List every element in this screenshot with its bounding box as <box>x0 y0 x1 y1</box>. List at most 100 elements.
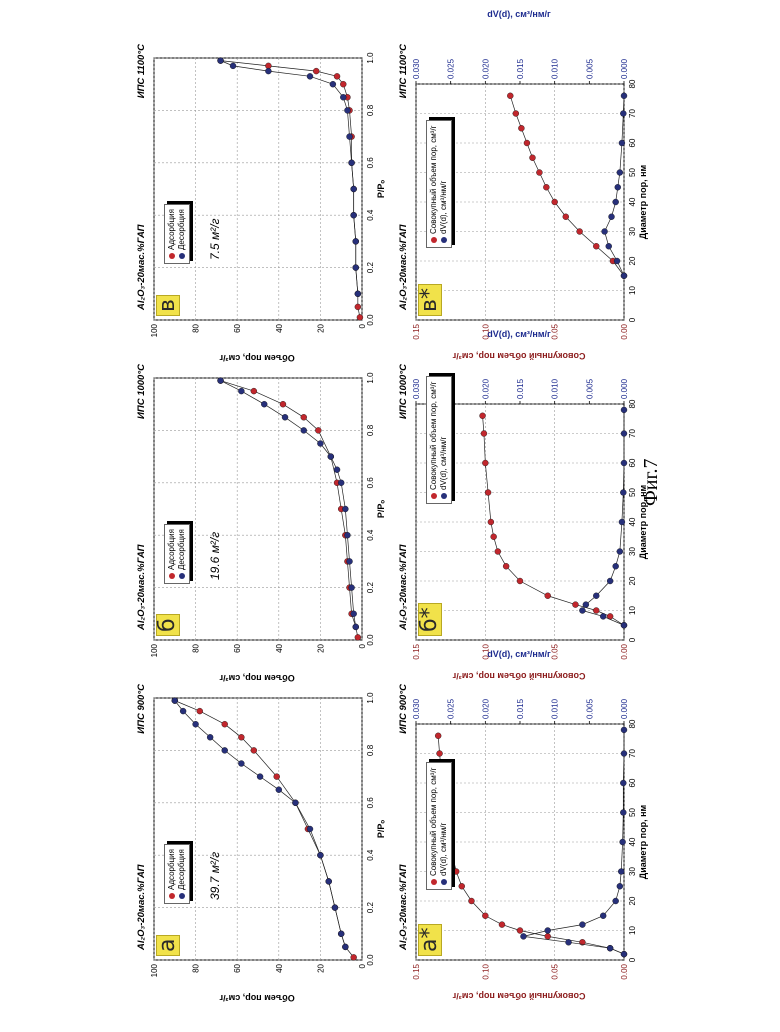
data-point <box>545 593 551 599</box>
y-tick-label: 20 <box>316 643 325 652</box>
legend-item-adsorption: Адсорбция <box>167 209 177 259</box>
y-tick-label: 0.00 <box>620 323 629 339</box>
data-point <box>251 747 257 753</box>
y2-tick-label: 0.020 <box>481 58 490 79</box>
y2-tick-label: 0.005 <box>585 378 594 399</box>
data-point <box>347 558 353 564</box>
x-tick-label: 80 <box>628 399 637 408</box>
temperature-title: ИПС 1100°C <box>136 44 147 98</box>
data-point <box>609 214 615 220</box>
data-point <box>614 258 620 264</box>
data-point <box>344 532 350 538</box>
data-point <box>342 944 348 950</box>
data-point <box>197 708 203 714</box>
y2-tick-label: 0.030 <box>412 698 421 719</box>
y2-tick-label: 0.000 <box>620 698 629 719</box>
data-point <box>613 199 619 205</box>
data-point <box>351 611 357 617</box>
temperature-title: ИПС 900°C <box>398 684 409 734</box>
y2-tick-label: 0.010 <box>551 58 560 79</box>
legend-item-adsorption: Адсорбция <box>167 529 177 579</box>
data-point <box>593 243 599 249</box>
data-point <box>326 878 332 884</box>
data-point <box>357 314 363 320</box>
legend: АдсорбцияДесорбция <box>164 524 190 584</box>
y-axis-label: Объем пор, см³/г <box>167 673 347 683</box>
data-point <box>349 585 355 591</box>
y2-tick-label: 0.025 <box>447 58 456 79</box>
x-tick-label: 0.8 <box>366 104 375 116</box>
data-point <box>193 721 199 727</box>
surface-area-label: 19.6 м²/г <box>208 532 222 580</box>
x-tick-label: 0.0 <box>366 634 375 646</box>
data-point <box>579 922 585 928</box>
data-point <box>620 839 626 845</box>
panel-letter: б <box>156 614 180 636</box>
y2-tick-label: 0.015 <box>516 698 525 719</box>
legend-item-dv: dV(d), см³/нм/г <box>439 381 449 499</box>
y2-tick-label: 0.005 <box>585 58 594 79</box>
y-tick-label: 40 <box>275 643 284 652</box>
y-axis-label-left: Совокупный объем пор, см³/г <box>419 351 619 361</box>
data-point <box>621 751 627 757</box>
legend-marker <box>179 573 185 579</box>
data-point <box>313 68 319 74</box>
data-point <box>334 73 340 79</box>
x-tick-label: 60 <box>628 138 637 147</box>
data-point <box>621 431 627 437</box>
y-tick-label: 0.10 <box>481 963 490 979</box>
data-point <box>338 480 344 486</box>
data-point <box>307 826 313 832</box>
x-tick-label: 0.2 <box>366 261 375 273</box>
plot-frame <box>154 378 362 640</box>
panel-letter: а <box>156 935 180 956</box>
y-tick-label: 0 <box>358 963 367 968</box>
y-tick-label: 80 <box>192 963 201 972</box>
x-tick-label: 0.0 <box>366 314 375 326</box>
data-point <box>347 134 353 140</box>
x-axis-label: P/Pₒ <box>376 698 386 960</box>
x-tick-label: 80 <box>628 719 637 728</box>
panel-letter: в* <box>418 284 442 316</box>
legend-text: Совокупный объем пор, см³/г <box>429 381 438 490</box>
surface-area-label: 7.5 м²/г <box>208 219 222 261</box>
temperature-title: ИПС 1000°C <box>136 364 147 419</box>
data-point <box>480 413 486 419</box>
y2-tick-label: 0.010 <box>551 378 560 399</box>
data-point <box>355 634 361 640</box>
data-point <box>353 624 359 630</box>
y-tick-label: 40 <box>275 323 284 332</box>
data-point <box>317 852 323 858</box>
x-tick-label: 0.8 <box>366 744 375 756</box>
y-tick-label: 0.15 <box>412 643 421 659</box>
legend-text: Десорбция <box>177 529 186 570</box>
data-point <box>315 427 321 433</box>
legend-marker <box>169 893 175 899</box>
data-point <box>340 94 346 100</box>
y2-tick-label: 0.030 <box>412 378 421 399</box>
x-tick-label: 40 <box>628 517 637 526</box>
data-point <box>355 291 361 297</box>
plot-frame <box>154 58 362 320</box>
x-axis-label: Диаметр пор, нм <box>638 404 648 640</box>
data-point <box>330 81 336 87</box>
data-point <box>257 774 263 780</box>
data-point <box>342 506 348 512</box>
y-axis-label-left: Совокупный объем пор, см³/г <box>419 671 619 681</box>
x-tick-label: 70 <box>628 749 637 758</box>
legend-text: Совокупный объем пор, см³/г <box>429 125 438 234</box>
legend-text: dV(d), см³/нм/г <box>439 823 448 876</box>
x-tick-label: 10 <box>628 926 637 935</box>
chart-svg: 0.00.20.40.60.81.0020406080100 <box>150 42 400 360</box>
x-tick-label: 30 <box>628 867 637 876</box>
data-point <box>292 800 298 806</box>
temperature-title: ИПС 1100°C <box>398 44 409 98</box>
data-point <box>517 578 523 584</box>
x-tick-label: 70 <box>628 429 637 438</box>
x-axis-label: P/Pₒ <box>376 58 386 320</box>
data-point <box>621 93 627 99</box>
x-tick-label: 10 <box>628 606 637 615</box>
x-tick-label: 0.6 <box>366 797 375 809</box>
y-tick-label: 0.05 <box>551 643 560 659</box>
data-point <box>607 945 613 951</box>
